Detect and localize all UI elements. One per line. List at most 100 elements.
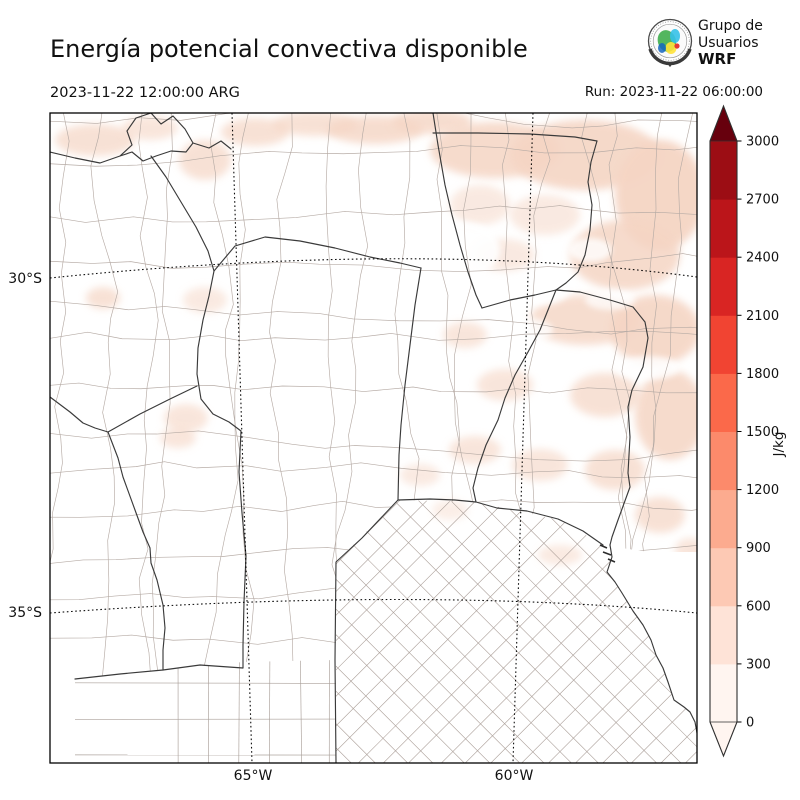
department-line	[336, 500, 519, 763]
cape-shade-blob	[635, 370, 697, 460]
colorbar-tick-label: 2400	[746, 251, 779, 266]
department-line	[453, 113, 494, 679]
department-line	[336, 500, 573, 763]
department-line	[403, 500, 685, 763]
department-line	[75, 682, 336, 684]
colorbar-tick-label: 900	[746, 541, 771, 556]
colorbar-unit-label: J/kg	[771, 432, 787, 458]
department-line	[642, 113, 694, 679]
province-boundary-nw-chain	[50, 151, 121, 164]
province-boundary-mendoza-sanluis	[107, 431, 166, 671]
logo-text-line2: Usuarios	[698, 35, 759, 51]
province-boundary-sierras-diag	[150, 155, 242, 432]
colorbar-segment	[710, 315, 737, 374]
department-line	[50, 300, 697, 335]
department-line	[323, 113, 343, 679]
department-line	[348, 500, 629, 763]
cape-shade-blob	[538, 545, 582, 565]
department-line	[269, 113, 303, 679]
cape-shade-blob	[183, 287, 227, 313]
department-line	[72, 611, 338, 612]
department-line	[336, 500, 448, 763]
department-line	[336, 500, 390, 763]
department-line	[238, 660, 241, 763]
cape-shade-hole	[616, 356, 680, 380]
department-line	[90, 113, 119, 679]
department-line	[597, 500, 697, 763]
department-line	[336, 500, 464, 763]
department-line	[336, 500, 545, 763]
department-line	[209, 113, 255, 679]
gridline-30S	[50, 258, 697, 279]
province-boundary-cordoba-santafe	[397, 267, 422, 501]
department-line	[50, 113, 697, 129]
province-boundary-cordoba-w	[238, 430, 247, 669]
province-boundary-parana-upper	[555, 140, 598, 291]
department-line	[299, 660, 302, 763]
province-boundaries	[50, 113, 697, 763]
map-frame	[49, 112, 698, 764]
cape-shading-layer	[55, 113, 697, 565]
province-boundary-uruguay-river	[579, 291, 649, 546]
department-line	[50, 430, 697, 462]
colorbar-tick-label: 2100	[746, 309, 779, 324]
colorbar-tick-label: 1500	[746, 425, 779, 440]
department-line	[606, 500, 697, 763]
colorbar-segment	[710, 547, 737, 607]
cape-shade-blob	[570, 373, 640, 417]
department-line	[439, 500, 697, 763]
cape-shade-hole	[497, 318, 553, 342]
cape-shade-blob	[432, 500, 468, 520]
department-line	[776, 492, 800, 777]
province-boundary-sanjuan-s	[50, 396, 109, 433]
colorbar-segments	[710, 106, 737, 756]
cape-shade-blob	[392, 113, 472, 134]
ocean-mask	[603, 545, 697, 733]
department-line	[750, 490, 800, 775]
colorbar-segment	[710, 141, 737, 200]
province-boundary-sanluis-n	[107, 385, 198, 433]
lapampa-department-grid	[72, 611, 338, 763]
department-line	[269, 660, 271, 763]
colorbar-tick-label: 300	[746, 657, 771, 672]
province-boundary-parana-delta	[475, 501, 604, 546]
department-line	[465, 500, 697, 763]
colorbar-segment	[710, 431, 737, 491]
cape-shade-blob	[512, 449, 568, 481]
department-line	[336, 500, 559, 763]
cape-shade-blob	[570, 220, 680, 290]
cape-shade-blob	[221, 118, 289, 146]
department-line	[331, 113, 369, 679]
run-time-label: Run: 2023-11-22 06:00:00	[585, 84, 763, 100]
department-line	[336, 500, 613, 763]
graticule-lines	[50, 113, 697, 763]
department-line	[492, 500, 697, 763]
department-line	[336, 500, 418, 763]
department-line	[624, 500, 697, 763]
wrf-logo-emblem-icon	[647, 18, 693, 68]
colorbar-under-arrow	[710, 722, 737, 756]
department-line	[50, 382, 697, 394]
department-line	[50, 145, 697, 167]
province-boundary-chaco-n	[432, 132, 598, 142]
logo-text-line1: Grupo de	[698, 18, 763, 34]
department-line	[336, 500, 490, 763]
lon-tick-65W: 65°W	[234, 768, 273, 784]
colorbar-tick-label: 0	[746, 716, 754, 731]
wrf-logo: Grupo de Usuarios WRF	[647, 18, 763, 68]
cape-shade-blob	[86, 287, 120, 309]
province-boundary-santiago-e	[432, 113, 483, 309]
department-line	[336, 500, 363, 763]
province-boundary-rio-plata-coast	[606, 544, 697, 734]
department-line	[486, 500, 697, 763]
department-line	[376, 500, 657, 763]
logo-text-line3: WRF	[698, 50, 736, 68]
department-line	[50, 113, 70, 679]
department-line	[336, 500, 504, 763]
province-boundary-parana-lower	[472, 289, 557, 503]
province-boundary-lapampa-n	[74, 664, 244, 680]
department-line	[336, 500, 351, 763]
lat-tick-30S: 30°S	[8, 271, 42, 287]
gridline-60W	[512, 113, 534, 763]
